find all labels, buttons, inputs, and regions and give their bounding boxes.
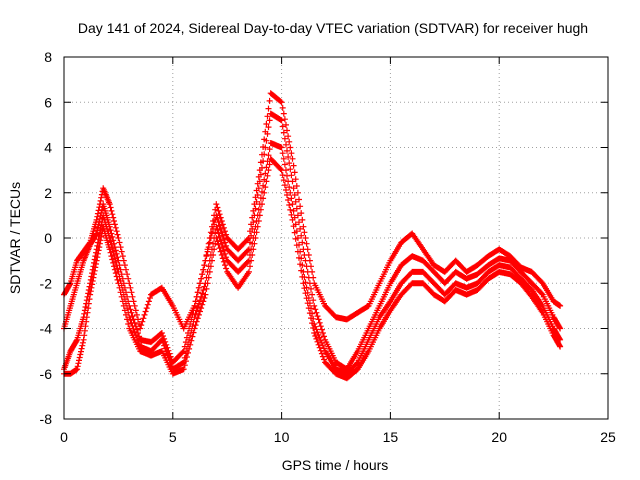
y-tick-label: 0 — [44, 230, 52, 246]
axis-ticks: 0 5 10 15 20 25 -8 -6 -4 -2 0 2 4 6 8 — [40, 49, 616, 445]
y-tick-label: -8 — [40, 411, 53, 427]
y-tick-label: 2 — [44, 185, 52, 201]
y-tick-label: -4 — [40, 321, 53, 337]
grid-lines — [64, 57, 608, 419]
x-tick-label: 25 — [600, 429, 616, 445]
x-tick-label: 15 — [383, 429, 399, 445]
y-axis-label: SDTVAR / TECUs — [7, 182, 23, 294]
y-tick-label: 6 — [44, 94, 52, 110]
chart-title: Day 141 of 2024, Sidereal Day-to-day VTE… — [78, 20, 588, 36]
x-tick-label: 20 — [491, 429, 507, 445]
y-tick-label: 8 — [44, 49, 52, 65]
x-tick-label: 10 — [274, 429, 290, 445]
data-points — [61, 90, 564, 382]
y-tick-label: 4 — [44, 140, 52, 156]
x-axis-label: GPS time / hours — [282, 457, 389, 473]
y-tick-label: -6 — [40, 366, 53, 382]
y-tick-label: -2 — [40, 275, 53, 291]
x-tick-label: 0 — [60, 429, 68, 445]
x-tick-label: 5 — [169, 429, 177, 445]
